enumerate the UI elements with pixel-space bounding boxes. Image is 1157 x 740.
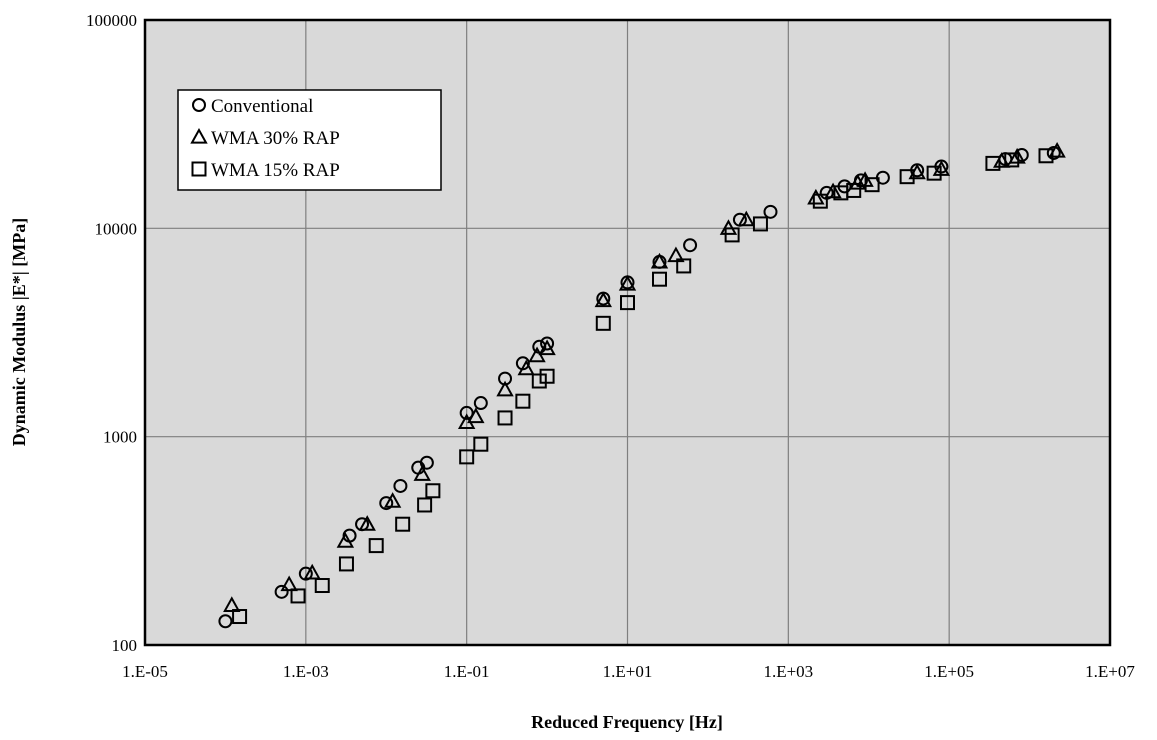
legend-marker-circle xyxy=(192,98,206,112)
square-point xyxy=(368,538,384,554)
y-tick-label: 100000 xyxy=(86,11,137,30)
square-point xyxy=(531,373,547,389)
square-point xyxy=(899,169,915,185)
triangle-point xyxy=(467,407,485,424)
square-point xyxy=(926,165,942,181)
triangle-point xyxy=(849,173,867,190)
triangle-point xyxy=(223,596,241,612)
circle-point xyxy=(393,478,408,493)
triangle-point xyxy=(737,210,755,227)
triangle-point xyxy=(807,188,825,205)
legend: Conventional WMA 30% RAP WMA 15% RAP xyxy=(177,89,442,191)
square-point xyxy=(459,449,475,465)
triangle-point xyxy=(496,380,514,397)
legend-marker-triangle xyxy=(190,127,208,144)
circle-point xyxy=(1014,147,1029,162)
circle-point xyxy=(298,566,313,581)
square-point xyxy=(812,193,828,209)
triangle-point xyxy=(1048,141,1066,158)
triangle-point xyxy=(824,182,842,199)
square-point xyxy=(417,497,433,513)
triangle-point xyxy=(594,291,612,308)
x-tick-label: 1.E-05 xyxy=(122,662,168,681)
triangle-point xyxy=(538,339,556,356)
square-point xyxy=(338,556,354,572)
y-tick-labels: 100 1000 10000 100000 xyxy=(86,11,137,655)
circle-point xyxy=(763,204,778,219)
triangle-point xyxy=(303,563,321,580)
square-point xyxy=(864,177,880,193)
triangle-point xyxy=(618,275,637,291)
square-point xyxy=(497,410,513,426)
x-axis-title: Reduced Frequency [Hz] xyxy=(531,712,723,732)
circle-point xyxy=(379,496,394,511)
square-point xyxy=(652,271,668,287)
circle-point xyxy=(1046,145,1061,160)
triangle-point xyxy=(280,575,298,592)
square-point xyxy=(395,516,411,532)
circle-point xyxy=(683,238,698,253)
triangle-point xyxy=(413,465,431,481)
triangle-point xyxy=(650,252,669,269)
triangle-point xyxy=(383,492,402,508)
plot-border xyxy=(143,18,1112,647)
square-point xyxy=(846,182,862,198)
legend-label: Conventional xyxy=(211,96,313,117)
triangle-point xyxy=(336,532,355,548)
x-tick-label: 1.E+07 xyxy=(1085,662,1135,681)
x-tick-labels: 1.E-05 1.E-03 1.E-01 1.E+01 1.E+03 1.E+05 1.E+… xyxy=(122,662,1135,681)
square-point xyxy=(595,315,611,331)
legend-marker-square xyxy=(191,161,207,177)
y-tick-label: 10000 xyxy=(95,219,138,238)
square-point xyxy=(1038,148,1054,164)
data-points xyxy=(218,141,1066,629)
square-point xyxy=(425,483,441,499)
circle-point xyxy=(473,396,488,411)
legend-box xyxy=(177,89,442,191)
triangle-point xyxy=(517,359,535,376)
triangle-point xyxy=(1008,147,1026,164)
x-tick-label: 1.E+05 xyxy=(924,662,974,681)
y-tick-label: 100 xyxy=(112,636,138,655)
square-point xyxy=(515,393,531,409)
y-axis-title: Dynamic Modulus |E*| [MPa] xyxy=(9,218,29,446)
x-tick-label: 1.E+01 xyxy=(603,662,653,681)
triangle-point xyxy=(358,515,376,531)
circle-point xyxy=(274,584,289,599)
square-point xyxy=(314,578,330,594)
x-tick-label: 1.E-01 xyxy=(444,662,490,681)
circle-point xyxy=(419,455,434,470)
square-point xyxy=(985,155,1001,171)
circle-point xyxy=(218,614,233,629)
square-point xyxy=(752,216,768,232)
legend-label: WMA 30% RAP xyxy=(211,128,340,149)
x-tick-label: 1.E-03 xyxy=(283,662,329,681)
square-point xyxy=(473,436,489,452)
circle-point xyxy=(459,405,474,420)
square-point xyxy=(232,609,248,625)
square-point xyxy=(290,588,306,604)
circle-point xyxy=(540,336,555,351)
square-point xyxy=(676,258,692,274)
square-point xyxy=(539,368,555,384)
x-tick-label: 1.E+03 xyxy=(763,662,813,681)
square-point xyxy=(1004,152,1020,168)
square-point xyxy=(724,227,740,243)
series-square xyxy=(232,148,1054,625)
legend-label: WMA 15% RAP xyxy=(211,160,340,181)
triangle-point xyxy=(667,246,685,263)
square-point xyxy=(620,295,635,311)
y-tick-label: 1000 xyxy=(103,428,137,447)
